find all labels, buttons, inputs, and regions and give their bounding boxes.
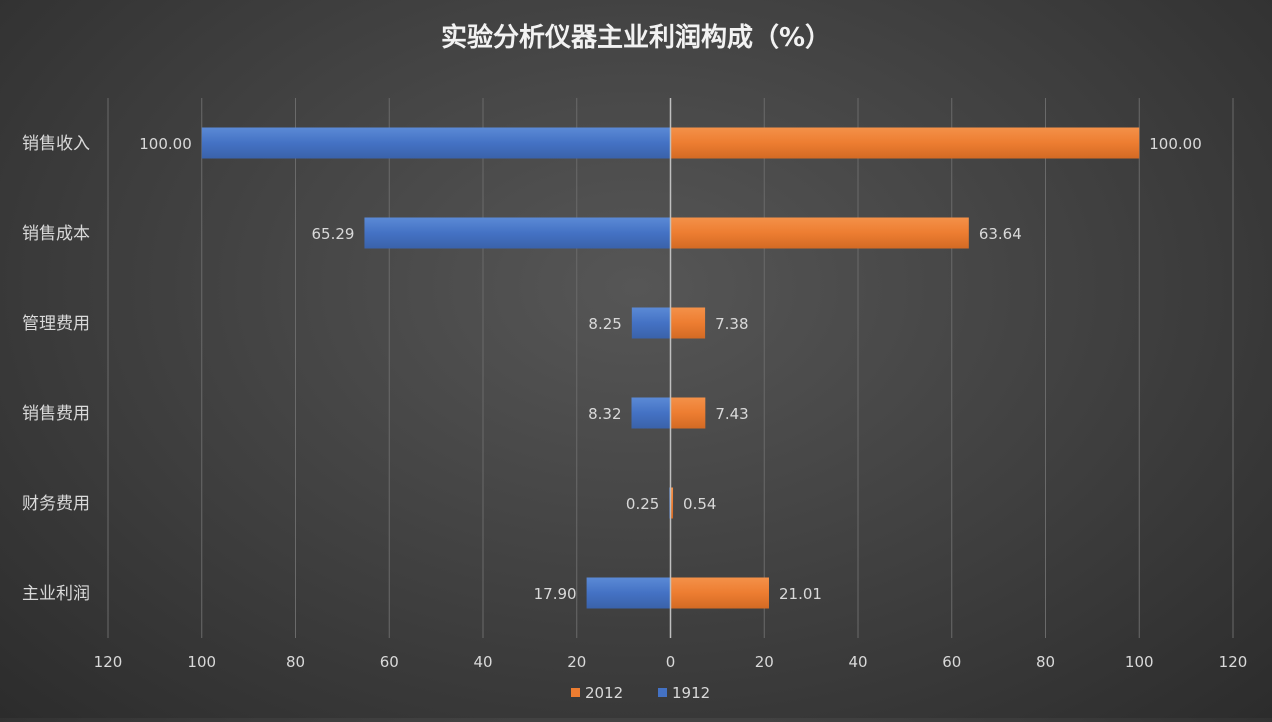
bar-2012 bbox=[670, 127, 1140, 159]
legend-label-2012: 2012 bbox=[585, 684, 623, 702]
bar-2012 bbox=[670, 217, 969, 249]
category-label: 主业利润 bbox=[22, 584, 90, 604]
bar-1912 bbox=[631, 397, 671, 429]
bar-1912 bbox=[631, 307, 671, 339]
legend-swatch-2012 bbox=[571, 688, 580, 697]
x-axis-tick-labels: 120 100 80 60 40 20 0 20 40 60 80 100 120 bbox=[94, 653, 1248, 671]
x-tick-label: 20 bbox=[567, 653, 586, 671]
legend-swatch-1912 bbox=[658, 688, 667, 697]
bar-1912 bbox=[201, 127, 671, 159]
bar-1912 bbox=[364, 217, 671, 249]
x-tick-label: 80 bbox=[1036, 653, 1055, 671]
bar-2012 bbox=[670, 307, 706, 339]
x-tick-label: 120 bbox=[1219, 653, 1248, 671]
category-label: 管理费用 bbox=[22, 314, 90, 334]
bar-1912 bbox=[586, 577, 671, 609]
x-tick-label: 100 bbox=[187, 653, 216, 671]
x-tick-label: 0 bbox=[666, 653, 676, 671]
gridlines bbox=[107, 98, 1234, 638]
x-tick-label: 80 bbox=[286, 653, 305, 671]
x-tick-label: 60 bbox=[942, 653, 961, 671]
x-tick-label: 40 bbox=[473, 653, 492, 671]
data-label-1912: 65.29 bbox=[312, 225, 355, 243]
data-label-1912: 0.25 bbox=[626, 495, 659, 513]
category-label: 销售收入 bbox=[22, 134, 90, 154]
data-label-1912: 17.90 bbox=[534, 585, 577, 603]
data-label-2012: 7.43 bbox=[715, 405, 748, 423]
category-label: 销售成本 bbox=[22, 224, 90, 244]
legend: 2012 1912 bbox=[571, 684, 710, 702]
data-label-1912: 8.25 bbox=[588, 315, 621, 333]
bar-2012 bbox=[670, 487, 674, 519]
data-label-2012: 21.01 bbox=[779, 585, 822, 603]
x-tick-label: 40 bbox=[848, 653, 867, 671]
category-label: 销售费用 bbox=[22, 404, 90, 424]
data-label-2012: 100.00 bbox=[1149, 135, 1202, 153]
bar-2012 bbox=[670, 397, 706, 429]
data-label-1912: 8.32 bbox=[588, 405, 621, 423]
x-tick-label: 100 bbox=[1125, 653, 1154, 671]
data-label-2012: 7.38 bbox=[715, 315, 748, 333]
data-labels: 100.00 100.00 65.29 63.64 8.25 7.38 8.32 7.43 0.… bbox=[139, 135, 1202, 603]
category-label: 财务费用 bbox=[22, 494, 90, 514]
data-label-1912: 100.00 bbox=[139, 135, 192, 153]
legend-label-1912: 1912 bbox=[672, 684, 710, 702]
x-tick-label: 60 bbox=[380, 653, 399, 671]
x-tick-label: 120 bbox=[94, 653, 123, 671]
data-label-2012: 63.64 bbox=[979, 225, 1022, 243]
chart-title: 实验分析仪器主业利润构成（%） bbox=[441, 22, 831, 53]
data-label-2012: 0.54 bbox=[683, 495, 716, 513]
bars bbox=[201, 98, 1140, 638]
x-tick-label: 20 bbox=[755, 653, 774, 671]
bar-2012 bbox=[670, 577, 769, 609]
